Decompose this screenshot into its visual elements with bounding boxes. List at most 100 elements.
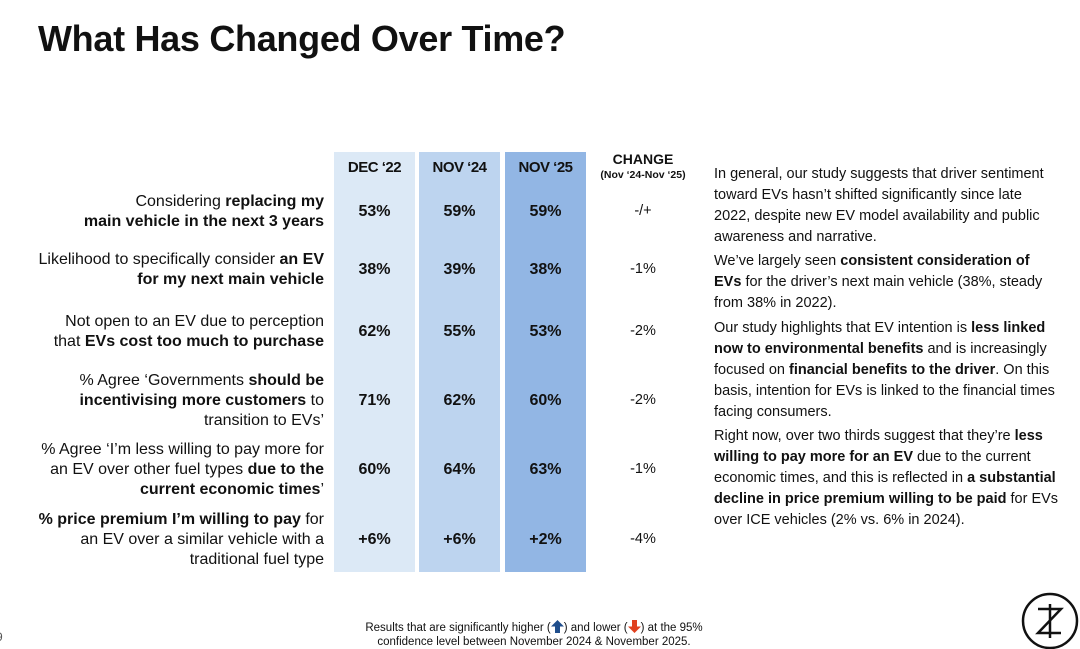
change-value: -1% bbox=[630, 261, 656, 277]
text-segment: transition to EVs’ bbox=[203, 412, 324, 429]
text-segment: Right now, over two thirds suggest that … bbox=[714, 428, 1015, 444]
row-label: Considering replacing my main vehicle in … bbox=[84, 192, 324, 232]
change-value: -/+ bbox=[634, 203, 652, 219]
change-value: -2% bbox=[630, 392, 656, 408]
cell-value: 38% bbox=[358, 261, 391, 278]
cell-value: +2% bbox=[529, 531, 562, 548]
label-line: Not open to an EV due to perception bbox=[54, 312, 324, 332]
cell-value: 55% bbox=[443, 323, 476, 340]
label-line: for my next main vehicle bbox=[39, 270, 324, 290]
text-segment: In general, our study suggests that driv… bbox=[714, 166, 1044, 245]
footnote-text: confidence level between November 2024 &… bbox=[377, 636, 691, 648]
text-segment: an EV over other fuel types bbox=[50, 461, 248, 478]
cell-value: 59% bbox=[443, 203, 476, 220]
row-label: Likelihood to specifically consider an E… bbox=[39, 250, 324, 290]
cell-value: 38% bbox=[529, 261, 562, 278]
label-line: main vehicle in the next 3 years bbox=[84, 212, 324, 232]
text-segment: for my next main vehicle bbox=[137, 271, 324, 288]
text-segment: an EV over a similar vehicle with a bbox=[80, 531, 324, 548]
label-line: current economic times’ bbox=[41, 480, 324, 500]
text-segment: due to the current economic times, and t… bbox=[714, 449, 1031, 486]
column-band bbox=[505, 152, 586, 572]
text-segment: for bbox=[300, 511, 324, 528]
page-number: 9 bbox=[0, 630, 3, 644]
cell-value: 60% bbox=[529, 392, 562, 409]
cell-value: 62% bbox=[443, 392, 476, 409]
row-label: % Agree ‘I’m less willing to pay more fo… bbox=[41, 440, 324, 500]
slide-title: What Has Changed Over Time? bbox=[38, 18, 566, 59]
commentary-paragraph: In general, our study suggests that driv… bbox=[714, 164, 1059, 248]
row-label: % price premium I’m willing to pay for an… bbox=[39, 510, 324, 570]
cell-value: 63% bbox=[529, 461, 562, 478]
cell-value: 59% bbox=[529, 203, 562, 220]
text-segment: ’ bbox=[320, 481, 324, 498]
text-segment: and is increasingly focused on bbox=[714, 341, 1047, 378]
text-segment: Likelihood to specifically consider bbox=[38, 251, 280, 268]
label-line: % Agree ‘Governments should be bbox=[79, 371, 324, 391]
row-label: % Agree ‘Governments should be incentivis… bbox=[79, 371, 324, 431]
change-value: -1% bbox=[630, 461, 656, 477]
label-line: an EV over other fuel types due to the bbox=[41, 460, 324, 480]
column-band bbox=[334, 152, 415, 572]
text-segment: Considering bbox=[135, 193, 226, 210]
cell-value: 71% bbox=[358, 392, 391, 409]
column-header: DEC ‘22 bbox=[347, 159, 402, 176]
commentary-paragraph: Our study highlights that EV intention i… bbox=[714, 318, 1059, 423]
cell-value: 53% bbox=[529, 323, 562, 340]
label-line: that EVs cost too much to purchase bbox=[54, 332, 324, 352]
text-segment: for the driver’s next main vehicle (38%,… bbox=[714, 274, 1043, 311]
text-segment: financial benefits to the driver bbox=[788, 362, 996, 378]
up-arrow-icon bbox=[550, 620, 564, 633]
column-header: NOV ‘25 bbox=[518, 159, 573, 176]
text-segment: main vehicle in the next 3 years bbox=[83, 213, 324, 230]
change-header: CHANGE bbox=[612, 151, 674, 167]
cell-value: +6% bbox=[443, 531, 476, 548]
down-arrow-icon bbox=[627, 620, 641, 633]
text-segment: that bbox=[53, 333, 85, 350]
text-segment: We’ve largely seen bbox=[714, 253, 841, 269]
cell-value: 64% bbox=[443, 461, 476, 478]
text-segment: Our study highlights that EV intention i… bbox=[714, 320, 972, 336]
footnote: Results that are significantly higher ()… bbox=[300, 620, 768, 649]
cell-value: +6% bbox=[358, 531, 391, 548]
text-segment: traditional fuel type bbox=[189, 551, 324, 568]
text-segment: due to the bbox=[247, 461, 324, 478]
commentary-paragraph: Right now, over two thirds suggest that … bbox=[714, 426, 1059, 531]
change-value: -2% bbox=[630, 323, 656, 339]
text-segment: an EV bbox=[279, 251, 324, 268]
footnote-text: ) and lower ( bbox=[563, 622, 628, 634]
change-value: -4% bbox=[630, 531, 656, 547]
column-band bbox=[419, 152, 500, 572]
text-segment: current economic times bbox=[139, 481, 321, 498]
text-segment: % price premium I’m willing to pay bbox=[38, 511, 301, 528]
text-segment: less linked now to environmental benefit… bbox=[714, 320, 1046, 357]
text-segment: consistent consideration of EVs bbox=[714, 253, 1030, 290]
text-segment: less willing to pay more for an EV bbox=[714, 428, 1043, 465]
logo bbox=[1021, 592, 1079, 649]
footnote-text: Results that are significantly higher ( bbox=[365, 622, 551, 634]
label-line: traditional fuel type bbox=[39, 550, 324, 570]
label-line: Likelihood to specifically consider an E… bbox=[39, 250, 324, 270]
text-segment: . On this basis, intention for EVs is li… bbox=[714, 362, 1055, 420]
cell-value: 39% bbox=[443, 261, 476, 278]
text-segment: % Agree ‘I’m less willing to pay more fo… bbox=[41, 441, 324, 458]
label-line: Considering replacing my bbox=[84, 192, 324, 212]
text-segment: Not open to an EV due to perception bbox=[65, 313, 324, 330]
row-label: Not open to an EV due to perception that … bbox=[54, 312, 324, 352]
text-segment: for EVs over ICE vehicles (2% vs. 6% in … bbox=[714, 491, 1059, 528]
label-line: incentivising more customers to bbox=[79, 391, 324, 411]
label-line: % price premium I’m willing to pay for bbox=[39, 510, 324, 530]
cell-value: 62% bbox=[358, 323, 391, 340]
column-header: NOV ‘24 bbox=[432, 159, 487, 176]
text-segment: replacing my bbox=[225, 193, 324, 210]
text-segment: should be bbox=[248, 372, 324, 389]
commentary-paragraph: We’ve largely seen consistent considerat… bbox=[714, 251, 1059, 314]
change-subheader: (Nov ‘24-Nov ‘25) bbox=[600, 169, 686, 181]
cell-value: 53% bbox=[358, 203, 391, 220]
text-segment: incentivising more customers bbox=[79, 392, 307, 409]
text-segment: EVs cost too much to purchase bbox=[84, 333, 324, 350]
label-line: an EV over a similar vehicle with a bbox=[39, 530, 324, 550]
label-line: % Agree ‘I’m less willing to pay more fo… bbox=[41, 440, 324, 460]
footnote-text: ) at the 95% bbox=[640, 622, 703, 634]
